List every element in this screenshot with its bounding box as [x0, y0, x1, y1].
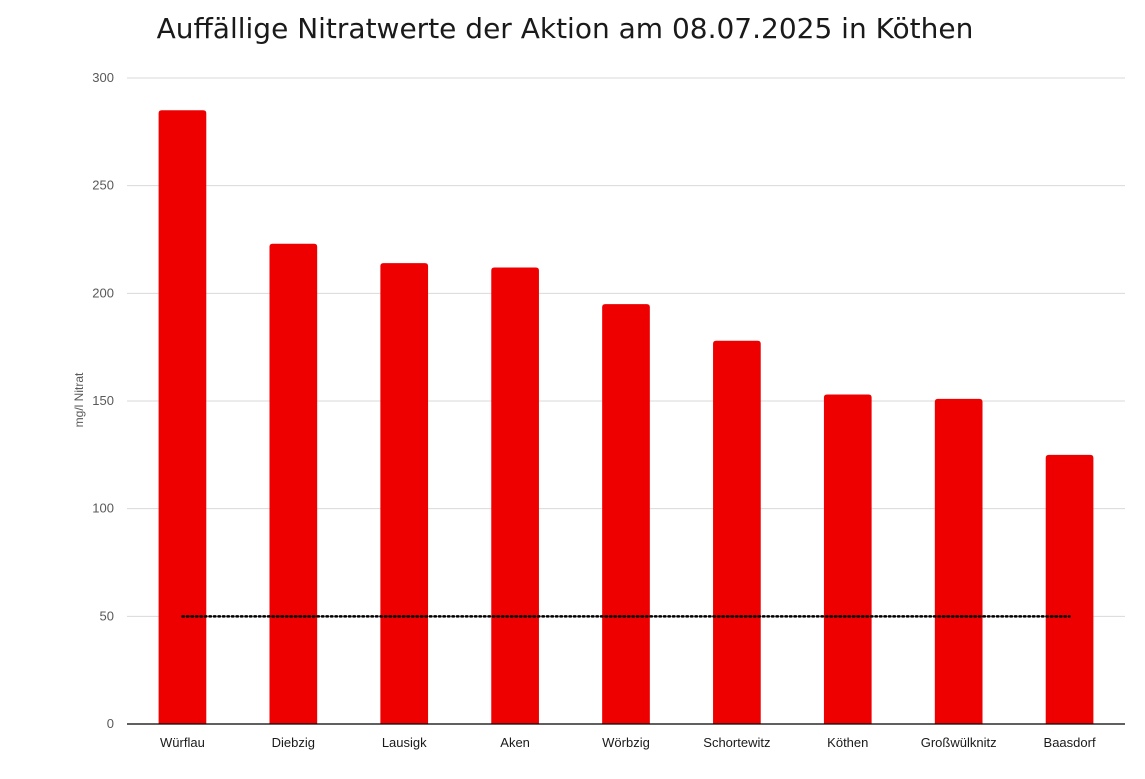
y-tick-label: 0 — [107, 716, 114, 731]
y-axis-title: mg/l Nitrat — [72, 372, 86, 427]
bars — [158, 110, 1094, 725]
bar-großwülknitz — [934, 398, 983, 724]
x-tick-label: Würflau — [160, 735, 205, 750]
y-tick-label: 300 — [92, 70, 114, 85]
y-tick-label: 250 — [92, 178, 114, 193]
y-tick-label: 150 — [92, 393, 114, 408]
x-tick-label: Baasdorf — [1044, 735, 1096, 750]
x-tick-label: Schortewitz — [703, 735, 770, 750]
x-tick-label: Lausigk — [382, 735, 427, 750]
y-tick-label: 100 — [92, 501, 114, 516]
bar-würflau — [158, 110, 207, 725]
bar-schortewitz — [713, 340, 761, 724]
x-tick-label: Köthen — [827, 735, 868, 750]
y-axis-ticks: 0 50 100 150 200 250 300 — [92, 70, 114, 731]
bar-aken — [491, 267, 539, 724]
y-tick-label: 50 — [100, 608, 114, 623]
x-tick-label: Diebzig — [272, 735, 315, 750]
bar-baasdorf — [1045, 454, 1094, 724]
bar-lausigk — [380, 263, 429, 724]
bar-diebzig — [269, 243, 318, 724]
x-tick-label: Aken — [500, 735, 530, 750]
bar-wörbzig — [602, 304, 650, 724]
y-tick-label: 200 — [92, 285, 114, 300]
x-axis-labels: Würflau Diebzig Lausigk Aken Wörbzig Schortew… — [160, 735, 1096, 750]
x-tick-label: Großwülknitz — [921, 735, 997, 750]
bar-köthen — [823, 394, 872, 724]
chart-title: Auffällige Nitratwerte der Aktion am 08.… — [156, 12, 974, 45]
x-tick-label: Wörbzig — [602, 735, 650, 750]
